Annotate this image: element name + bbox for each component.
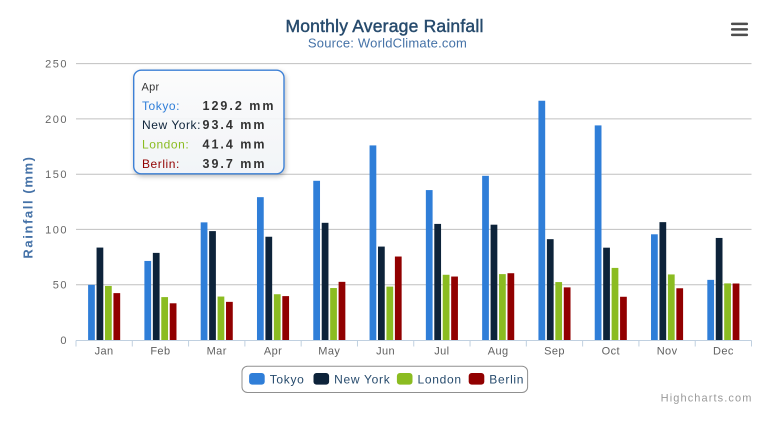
svg-text:Jul: Jul <box>434 346 449 358</box>
svg-text:Berlin: Berlin <box>489 372 524 386</box>
svg-text:250: 250 <box>45 59 68 71</box>
svg-text:Tokyo:: Tokyo: <box>142 99 180 113</box>
svg-text:Berlin:: Berlin: <box>142 157 180 171</box>
svg-text:Tokyo: Tokyo <box>270 372 305 386</box>
svg-text:0: 0 <box>60 335 68 347</box>
svg-text:129.2 mm: 129.2 mm <box>203 99 276 113</box>
svg-text:93.4 mm: 93.4 mm <box>203 118 267 132</box>
svg-text:Sep: Sep <box>544 346 565 358</box>
svg-text:London: London <box>418 372 462 386</box>
svg-text:Aug: Aug <box>488 346 509 358</box>
svg-text:100: 100 <box>45 224 68 236</box>
svg-text:May: May <box>318 346 340 358</box>
svg-text:Source: WorldClimate.com: Source: WorldClimate.com <box>308 36 467 51</box>
svg-text:Monthly Average Rainfall: Monthly Average Rainfall <box>285 16 483 36</box>
svg-text:41.4 mm: 41.4 mm <box>203 138 267 152</box>
svg-text:Nov: Nov <box>657 346 678 358</box>
svg-text:Rainfall (mm): Rainfall (mm) <box>21 155 36 258</box>
svg-text:Feb: Feb <box>150 346 170 358</box>
svg-text:50: 50 <box>53 280 68 292</box>
svg-text:Jan: Jan <box>95 346 114 358</box>
svg-text:39.7 mm: 39.7 mm <box>203 157 267 171</box>
svg-text:Dec: Dec <box>713 346 734 358</box>
svg-text:Mar: Mar <box>207 346 227 358</box>
svg-text:New York:: New York: <box>142 118 201 132</box>
svg-text:Oct: Oct <box>602 346 620 358</box>
svg-text:Apr: Apr <box>264 346 282 358</box>
svg-text:200: 200 <box>45 114 68 126</box>
svg-text:Highcharts.com: Highcharts.com <box>661 393 753 405</box>
svg-text:New York: New York <box>334 372 391 386</box>
svg-text:Jun: Jun <box>376 346 395 358</box>
svg-text:Apr: Apr <box>142 82 160 94</box>
svg-text:150: 150 <box>45 169 68 181</box>
svg-text:London:: London: <box>142 138 189 152</box>
